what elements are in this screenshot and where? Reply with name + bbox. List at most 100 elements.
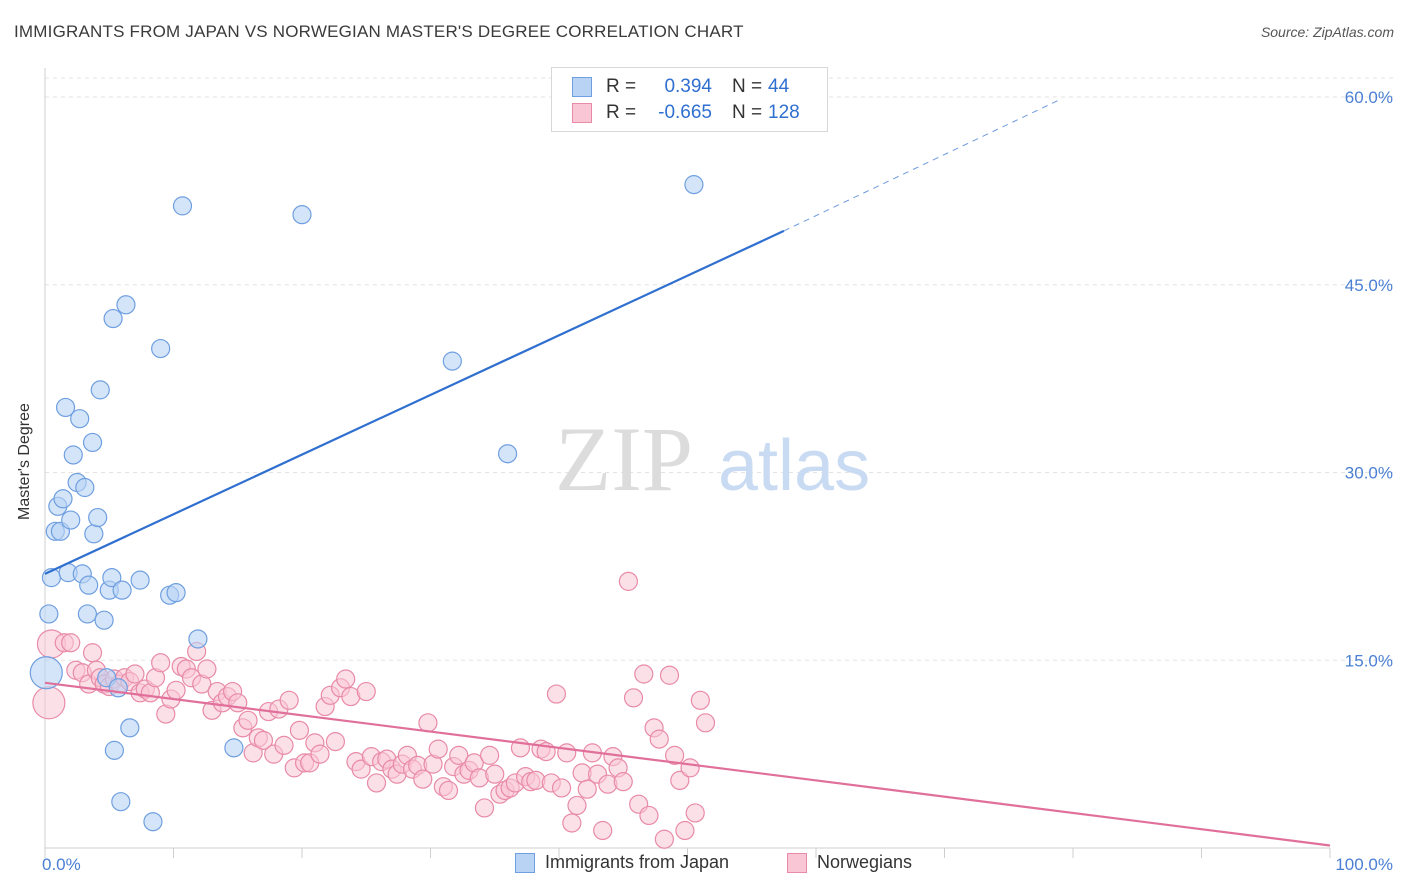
japan-point — [116, 295, 136, 315]
norwegians-point — [449, 745, 469, 765]
japan-point — [108, 678, 128, 698]
japan-point — [102, 568, 122, 588]
japan-point — [39, 604, 59, 624]
japan-point — [103, 308, 123, 329]
legend-r-label: R = — [606, 102, 637, 123]
norwegians-point — [623, 688, 644, 708]
norwegians-point — [665, 745, 685, 765]
norwegians-point — [567, 795, 587, 816]
norwegians-point — [680, 758, 700, 778]
norwegians-point — [557, 743, 577, 763]
grid-lines — [45, 77, 1395, 661]
japan-point — [188, 629, 208, 649]
norwegians-point — [238, 710, 258, 730]
norwegians-point — [685, 803, 705, 823]
japan-point — [151, 338, 171, 359]
japan-point — [684, 175, 704, 195]
norwegians-point — [413, 769, 433, 789]
legend-n-value: 128 — [768, 102, 800, 123]
norwegians-point — [279, 690, 299, 710]
legend-n-label: N = — [732, 102, 763, 123]
norwegians-point — [356, 681, 376, 702]
legend-row-norwegians: R = -0.665 N = 128 — [572, 101, 800, 125]
japan-point — [90, 380, 110, 400]
source-label: Source: ZipAtlas.com — [1260, 24, 1394, 40]
japan-point — [498, 444, 518, 464]
norwegians-point — [593, 820, 613, 841]
japan-point — [442, 351, 462, 371]
norwegians-point — [336, 669, 356, 689]
norwegians-point — [690, 690, 710, 710]
legend-r-value: -0.665 — [658, 102, 712, 123]
japan-point — [224, 738, 244, 758]
series-legend: Immigrants from Japan Norwegians — [0, 851, 1406, 877]
norwegians-point — [82, 643, 103, 663]
japan-point — [172, 196, 193, 216]
japan-point — [53, 489, 73, 509]
japan-trend-extension — [783, 99, 1061, 232]
japan-point — [292, 205, 312, 225]
norwegians-point — [351, 759, 371, 779]
japan-point — [130, 570, 150, 590]
norwegians-point — [438, 780, 459, 801]
norwegians-point — [654, 829, 674, 849]
legend-n-value: 44 — [768, 76, 790, 97]
legend-swatch-norwegians — [572, 103, 592, 123]
japan-point — [61, 510, 81, 530]
legend-label-norwegians: Norwegians — [817, 852, 913, 872]
norwegians-point — [675, 820, 695, 841]
norwegians-point — [310, 744, 330, 764]
japan-point — [166, 583, 186, 603]
legend-item-norwegians[interactable]: Norwegians — [787, 852, 912, 873]
legend-row-japan: R = 0.394 N = 44 — [572, 75, 789, 99]
norwegians-point — [274, 735, 294, 755]
norwegians-point — [228, 693, 248, 713]
norwegians-point — [695, 713, 716, 733]
japan-points — [29, 175, 704, 832]
watermark-atlas: atlas — [718, 426, 870, 506]
japan-point — [94, 610, 114, 630]
norwegians-point — [418, 713, 438, 733]
stats-legend: R = 0.394 N = 44 R = -0.665 N = 128 — [551, 67, 828, 132]
norwegians-point — [125, 664, 145, 684]
norwegians-point — [151, 653, 171, 673]
legend-n-label: N = — [732, 76, 763, 97]
norwegians-point — [649, 729, 669, 749]
norwegians-point — [428, 739, 448, 759]
norwegians-point — [670, 770, 690, 791]
norwegians-point — [634, 664, 654, 684]
norwegians-point — [61, 633, 81, 653]
japan-point — [63, 445, 83, 465]
tick-labels: 15.0% 30.0% 45.0% 60.0% 0.0% 100.0% — [42, 88, 1393, 874]
legend-r-label: R = — [606, 76, 637, 97]
norwegians-point — [366, 773, 387, 793]
trend-lines — [44, 99, 1331, 847]
japan-point — [75, 477, 95, 498]
norwegians-point — [551, 778, 572, 798]
japan-point — [88, 507, 108, 528]
norwegians-points — [32, 571, 716, 849]
japan-point — [77, 604, 98, 624]
norwegians-point — [639, 805, 659, 826]
japan-point — [79, 575, 99, 595]
norwegians-point — [480, 745, 500, 765]
japan-point — [112, 580, 132, 600]
japan-point — [29, 656, 63, 690]
japan-point — [84, 524, 104, 544]
watermark-zip: ZIP — [555, 408, 693, 510]
norwegians-point — [562, 813, 582, 833]
norwegians-point — [325, 732, 346, 752]
y-tick-label: 45.0% — [1345, 276, 1393, 295]
japan-point — [104, 740, 124, 760]
watermark: ZIP atlas — [555, 408, 870, 510]
legend-swatch-japan — [572, 77, 592, 97]
japan-point — [120, 718, 140, 738]
legend-label-japan: Immigrants from Japan — [545, 852, 730, 872]
y-tick-label: 15.0% — [1345, 651, 1393, 670]
legend-item-japan[interactable]: Immigrants from Japan — [515, 852, 729, 873]
norwegians-point — [32, 686, 66, 720]
norwegians-point — [289, 720, 310, 740]
legend-r-value: 0.394 — [664, 76, 712, 97]
japan-point — [143, 812, 163, 832]
